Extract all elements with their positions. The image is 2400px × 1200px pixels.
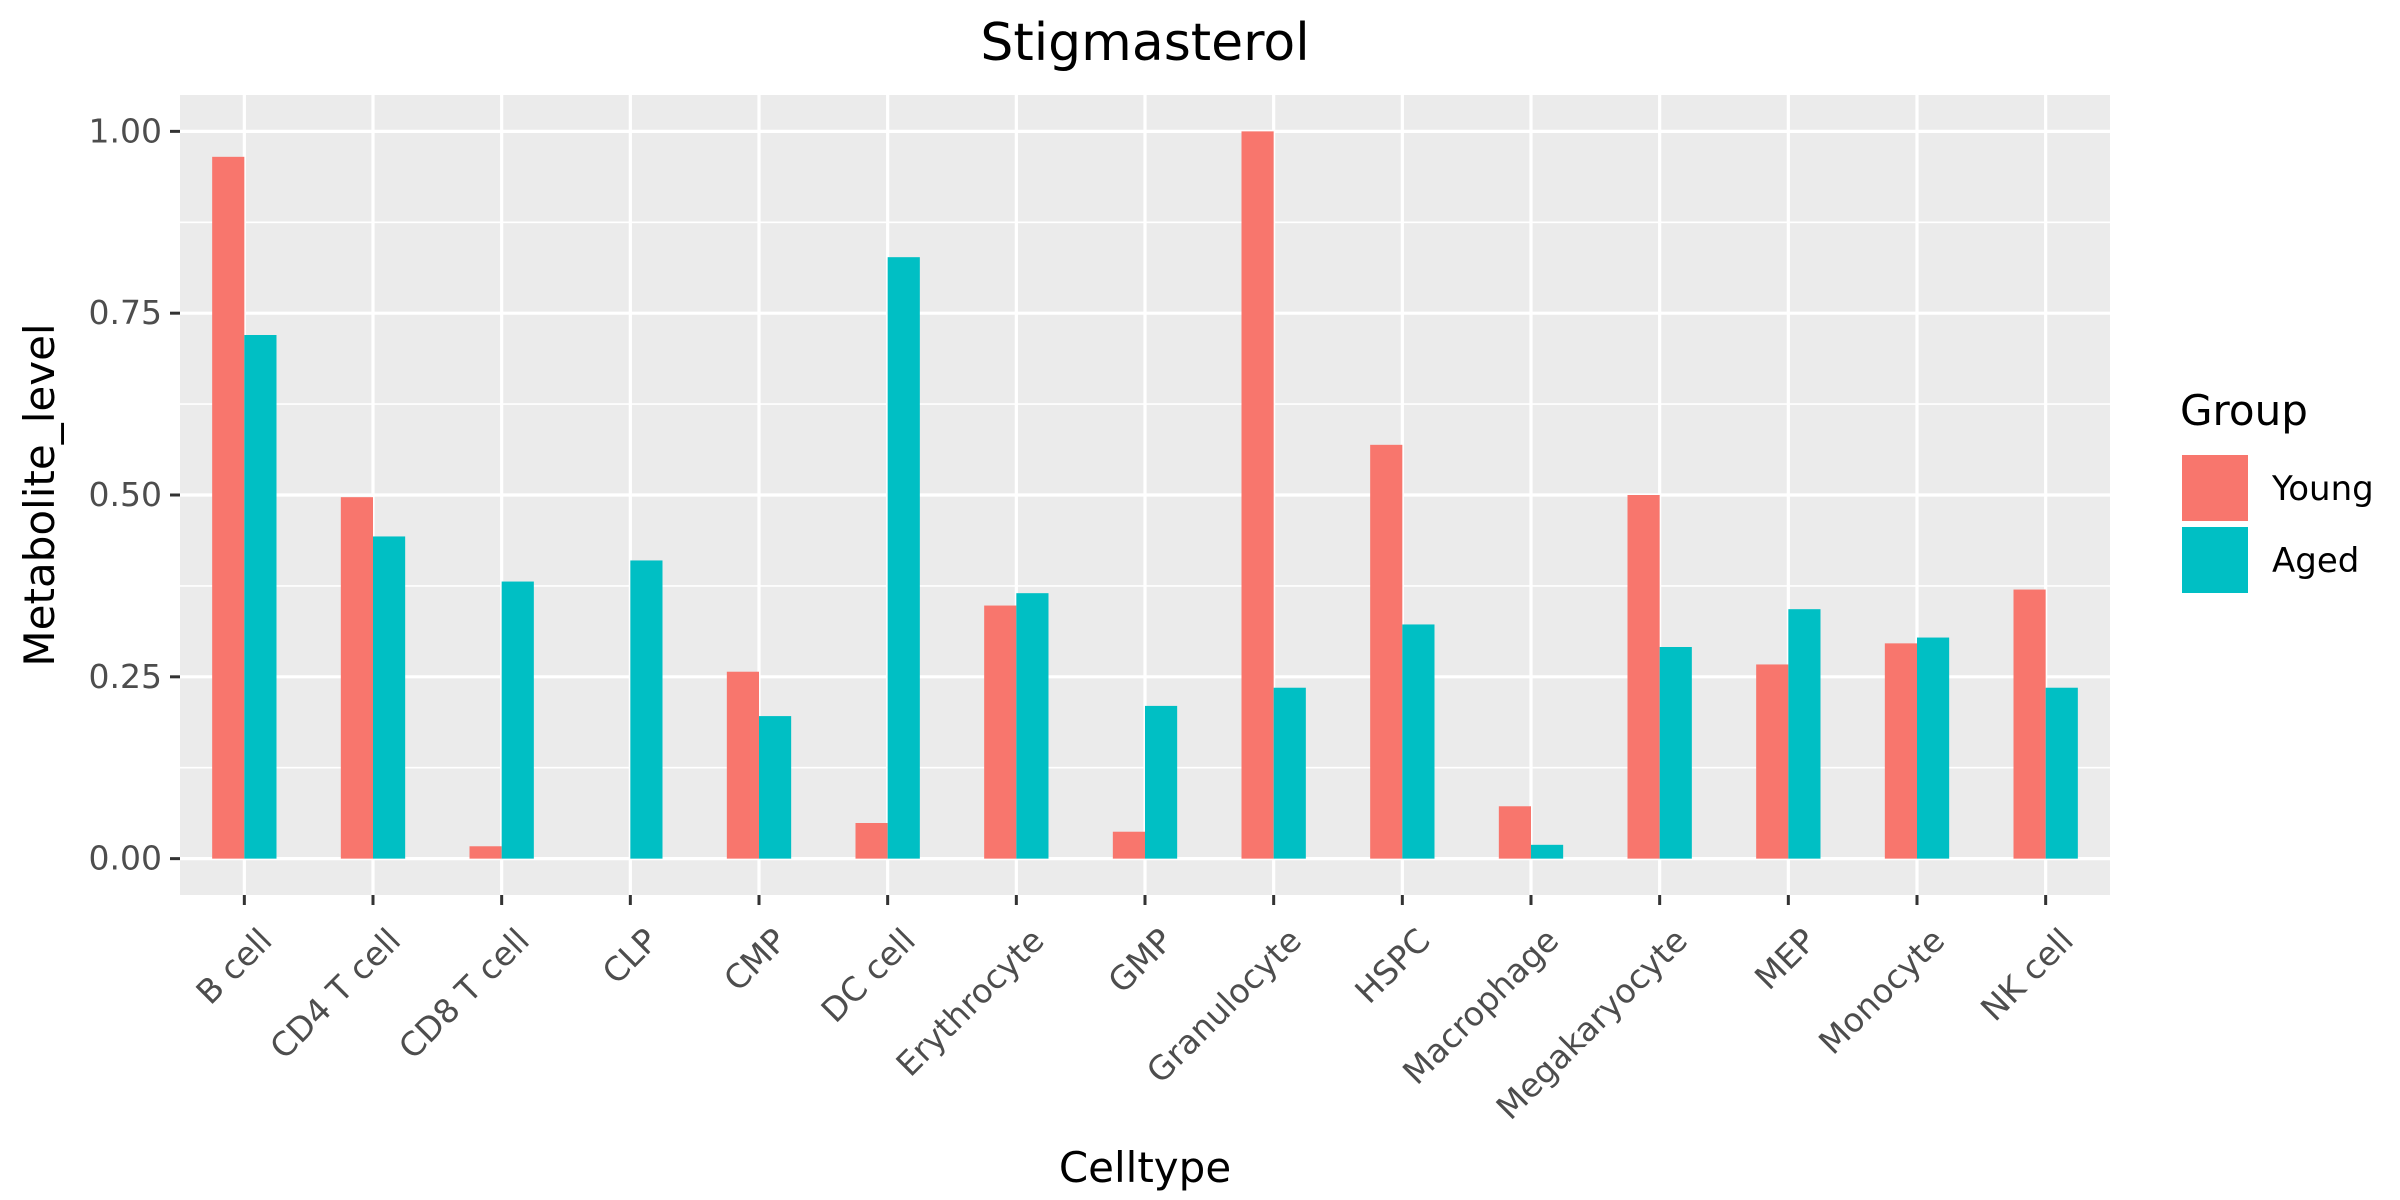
- bar-young: [469, 846, 502, 859]
- bar-young: [726, 671, 759, 859]
- x-tick-label: Monocyte: [1811, 921, 1952, 1062]
- bar-young: [1756, 664, 1789, 859]
- bar-aged: [1402, 624, 1435, 859]
- x-tick-label: MEP: [1747, 921, 1824, 998]
- x-tick-label: CD4 T cell: [262, 921, 408, 1067]
- x-tick-label: B cell: [188, 921, 279, 1012]
- bar-young: [1884, 643, 1917, 859]
- bar-young: [212, 156, 245, 859]
- bar-aged: [501, 581, 534, 859]
- y-tick-label: 0.25: [89, 657, 162, 696]
- y-tick-label: 0.50: [89, 475, 162, 514]
- bar-young: [2013, 589, 2046, 859]
- x-tick-label: CD8 T cell: [391, 921, 537, 1067]
- bar-young: [1627, 495, 1660, 859]
- y-axis-title: Metabolite_level: [15, 323, 64, 666]
- bar-young: [1112, 831, 1145, 859]
- x-tick-label: DC cell: [813, 921, 922, 1030]
- bar-aged: [630, 560, 663, 859]
- x-tick-label: CLP: [595, 921, 666, 992]
- bar-aged: [373, 536, 406, 859]
- bar-young: [340, 497, 373, 859]
- x-tick-label: GMP: [1100, 921, 1180, 1001]
- bar-aged: [1145, 705, 1178, 859]
- bar-aged: [2045, 687, 2078, 859]
- x-axis-title: Celltype: [1059, 1143, 1231, 1192]
- legend-label-aged: Aged: [2272, 541, 2359, 581]
- bars: [212, 131, 2078, 859]
- bar-young: [984, 605, 1017, 859]
- legend-key-young: [2182, 455, 2248, 521]
- bar-aged: [1016, 593, 1049, 859]
- bar-aged: [759, 716, 792, 859]
- legend-label-young: Young: [2271, 469, 2374, 509]
- bar-aged: [1788, 609, 1821, 859]
- x-tick-label: NK cell: [1973, 921, 2081, 1029]
- bar-young: [1498, 806, 1531, 859]
- bar-aged: [1531, 844, 1564, 859]
- legend-key-aged: [2182, 527, 2248, 593]
- chart-title: Stigmasterol: [980, 13, 1309, 73]
- legend: Group Young Aged: [2180, 386, 2374, 593]
- bar-aged: [244, 335, 277, 859]
- y-tick-label: 1.00: [89, 111, 162, 150]
- bar-young: [855, 823, 888, 859]
- bar-aged: [1917, 637, 1950, 859]
- bar-young: [1241, 131, 1274, 859]
- legend-title: Group: [2180, 386, 2308, 435]
- y-tick-label: 0.75: [89, 293, 162, 332]
- y-tick-label: 0.00: [89, 839, 162, 878]
- bar-aged: [887, 257, 920, 859]
- bar-young: [1370, 444, 1403, 859]
- bar-aged: [1273, 687, 1306, 859]
- x-tick-label: HSPC: [1347, 921, 1437, 1011]
- y-axis: 0.00 0.25 0.50 0.75 1.00: [89, 111, 180, 878]
- x-tick-label: CMP: [716, 921, 794, 999]
- bar-aged: [1659, 647, 1692, 859]
